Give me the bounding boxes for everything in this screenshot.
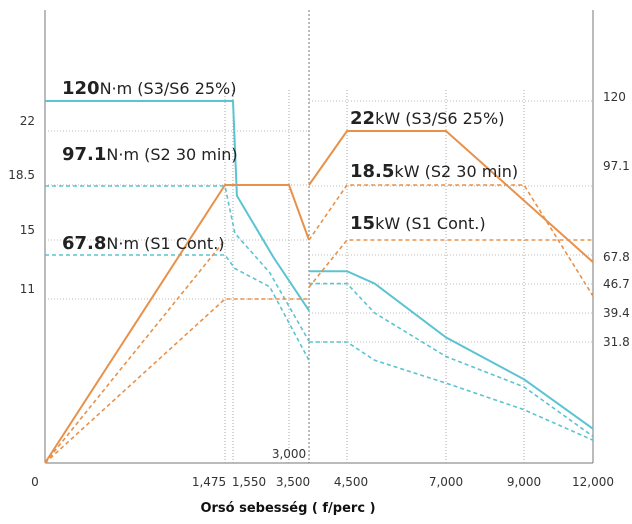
x-tick-label: 12,000 — [572, 475, 614, 489]
torque-s3-s6-25--line-1 — [309, 270, 594, 430]
annotation-0: 120N·m (S3/S6 25%) — [62, 78, 237, 99]
power-s1-cont--line-1 — [308, 239, 593, 288]
x-tick-label: 1,475 — [192, 475, 226, 489]
torque-s2-30-min-line-1 — [309, 282, 594, 438]
annotation-value: 18.5 — [350, 161, 394, 182]
torque-s2-30-min-line-0 — [45, 185, 310, 342]
annotation-5: 15kW (S1 Cont.) — [350, 213, 486, 234]
annotation-text: N·m (S2 30 min) — [106, 145, 237, 164]
annotation-text: kW (S1 Cont.) — [375, 214, 486, 233]
power-s3-s6-25--line-1 — [308, 130, 594, 263]
power-s2-30-min-line-0 — [44, 239, 226, 464]
x-tick-label: 3,500 — [276, 475, 310, 489]
right-tick-label: 39.4 — [603, 306, 630, 320]
annotation-text: N·m (S3/S6 25%) — [100, 79, 237, 98]
torque-s1-cont--line-1 — [309, 341, 594, 441]
annotation-3: 22kW (S3/S6 25%) — [350, 108, 504, 129]
x-tick-label: 1,550 — [232, 475, 266, 489]
annotation-value: 22 — [350, 108, 375, 129]
power-s2-30-min-line-1 — [308, 184, 594, 297]
x-tick-label: 4,500 — [334, 475, 368, 489]
right-tick-label: 67.8 — [603, 250, 630, 264]
annotation-text: kW (S3/S6 25%) — [375, 109, 504, 128]
annotations: 120N·m (S3/S6 25%) 97.1N·m (S2 30 min) 67.… — [62, 78, 518, 254]
power-s3-s6-25--line-0 — [44, 184, 310, 464]
left-tick-label: 11 — [20, 282, 35, 296]
left-tick-label: 22 — [20, 114, 35, 128]
x-tick-label: 9,000 — [507, 475, 541, 489]
grid — [44, 10, 594, 464]
x-axis-label: Orsó sebesség ( f/perc ) — [200, 501, 375, 516]
annotation-1: 97.1N·m (S2 30 min) — [62, 144, 238, 165]
annotation-text: N·m (S1 Cont.) — [106, 234, 224, 253]
torque-s1-cont--line-0 — [45, 254, 310, 361]
x-tick-label: 7,000 — [429, 475, 463, 489]
annotation-text: kW (S2 30 min) — [394, 162, 518, 181]
annotation-value: 67.8 — [62, 233, 106, 254]
annotation-value: 97.1 — [62, 144, 106, 165]
x-marker-label: 3,000 — [272, 447, 306, 461]
left-tick-label: 18.5 — [8, 168, 35, 182]
power-s1-cont--line-0 — [44, 298, 309, 464]
tick-labels: 0 1,475 1,550 3,500 4,500 7,000 9,000 12,000 3,0… — [8, 90, 629, 489]
torque-s3-s6-25--line-0 — [45, 100, 310, 312]
left-tick-label: 15 — [20, 223, 35, 237]
right-tick-label: 120 — [603, 90, 626, 104]
annotation-value: 15 — [350, 213, 375, 234]
right-tick-label: 97.1 — [603, 159, 630, 173]
annotation-2: 67.8N·m (S1 Cont.) — [62, 233, 225, 254]
series-lines — [44, 100, 594, 464]
annotation-value: 120 — [62, 78, 100, 99]
annotation-4: 18.5kW (S2 30 min) — [350, 161, 518, 182]
right-tick-label: 46.7 — [603, 277, 630, 291]
x-tick-label: 0 — [31, 475, 39, 489]
right-tick-label: 31.8 — [603, 335, 630, 349]
